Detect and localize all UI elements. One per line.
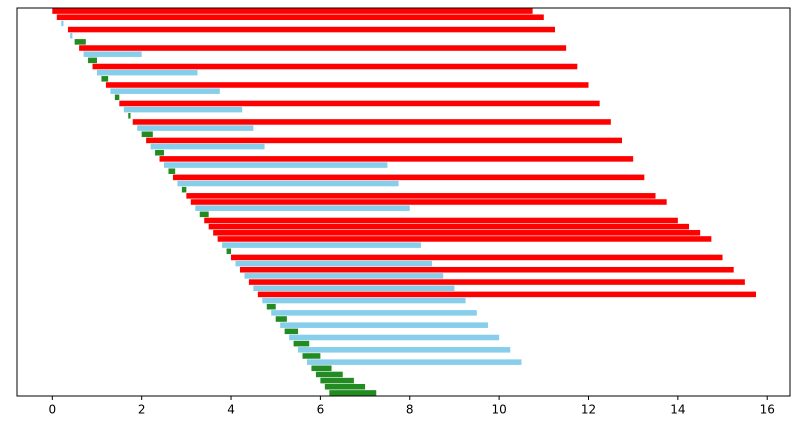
bar [306, 359, 522, 365]
bar [208, 223, 690, 230]
bar [177, 180, 399, 187]
bar [141, 131, 153, 138]
bar [311, 365, 332, 372]
bar [101, 76, 109, 82]
bar [172, 174, 645, 181]
bar [257, 291, 757, 298]
bar [164, 162, 388, 168]
bar [168, 168, 176, 174]
bar [226, 248, 232, 255]
bar [275, 316, 287, 322]
bar [213, 230, 701, 236]
bar [150, 143, 265, 150]
x-tick-label: 10 [491, 403, 506, 417]
bar [119, 100, 600, 107]
bar [239, 266, 734, 273]
bar [284, 328, 299, 335]
bar [262, 297, 466, 304]
bar [61, 20, 64, 27]
bar [253, 285, 455, 291]
bar [67, 26, 555, 33]
bar [132, 119, 611, 125]
bar [302, 353, 321, 359]
x-tick-label: 14 [670, 403, 685, 417]
bar [329, 390, 377, 396]
bar [190, 199, 667, 205]
bar [79, 45, 567, 51]
x-tick-label: 12 [581, 403, 596, 417]
bar [231, 254, 723, 261]
bar [315, 371, 343, 378]
bar [217, 236, 712, 242]
bar [271, 310, 477, 316]
x-tick-label: 4 [227, 403, 235, 417]
bar [123, 106, 243, 113]
x-tick-label: 0 [48, 403, 56, 417]
bar [159, 156, 634, 162]
x-tick-label: 16 [760, 403, 775, 417]
bar [137, 125, 254, 131]
bar [195, 205, 410, 211]
bar [266, 303, 276, 310]
bar [324, 383, 366, 390]
bar [146, 137, 622, 144]
bar [181, 186, 187, 193]
bar [92, 63, 578, 70]
bar [298, 347, 511, 353]
bar [293, 340, 310, 347]
bar [52, 8, 533, 14]
bar [70, 32, 73, 39]
bar [96, 69, 198, 76]
bar [114, 94, 120, 101]
bar [289, 334, 500, 341]
bar [235, 260, 433, 267]
x-tick-label: 8 [406, 403, 414, 417]
bar [244, 273, 444, 279]
bar [74, 39, 86, 45]
bar [110, 88, 220, 94]
bar [320, 377, 354, 384]
bar [199, 211, 209, 218]
axes-frame [16, 7, 791, 397]
bar [56, 14, 544, 21]
bar [186, 193, 656, 199]
bar [88, 57, 97, 64]
bar [248, 279, 745, 285]
bar [155, 149, 165, 156]
bar [280, 322, 488, 328]
bar [105, 82, 589, 88]
x-tick-label: 2 [138, 403, 146, 417]
x-tick-label: 6 [317, 403, 325, 417]
bar [128, 113, 131, 119]
bar [83, 51, 142, 57]
bar [204, 217, 678, 224]
bar [222, 242, 421, 248]
